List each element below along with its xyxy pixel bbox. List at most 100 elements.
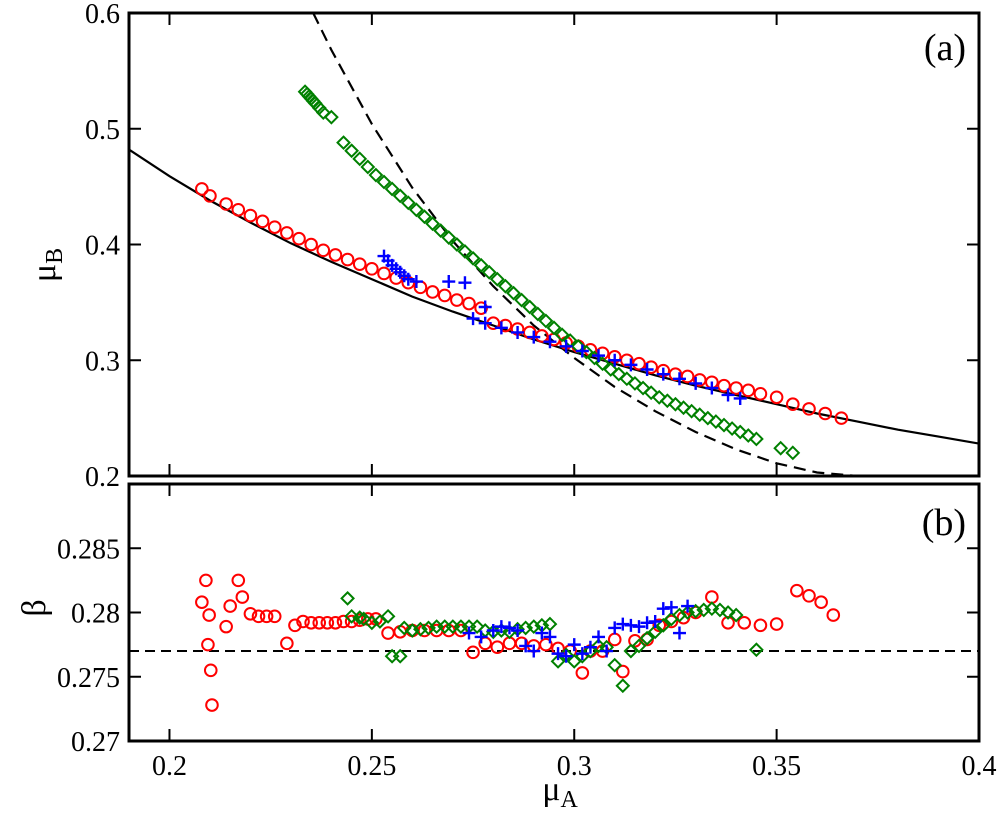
x-tick-label: 0.35 <box>752 751 801 782</box>
diamond-marker <box>489 271 505 287</box>
diamond-marker <box>607 657 623 673</box>
plus-marker <box>551 647 565 661</box>
plus-marker <box>494 620 508 634</box>
diamond-marker <box>441 230 457 245</box>
plus-marker <box>592 349 606 363</box>
circle-marker <box>769 390 784 405</box>
plus-marker <box>705 381 719 395</box>
circle-marker <box>203 189 217 203</box>
plus-marker <box>664 600 678 614</box>
circle-marker <box>454 623 468 638</box>
circle-marker <box>818 406 832 421</box>
diamond-marker <box>498 278 513 294</box>
plus-marker <box>592 630 606 644</box>
circle-marker <box>737 615 752 630</box>
panel-b-data-markers <box>195 573 841 712</box>
circle-marker <box>462 296 476 311</box>
plus-marker <box>640 363 654 377</box>
diamond-marker <box>684 403 700 419</box>
circle-marker <box>790 583 804 598</box>
diamond-marker <box>631 638 647 654</box>
plus-marker <box>409 275 423 289</box>
x-tick-label: 0.4 <box>962 751 997 782</box>
plus-marker <box>648 614 662 628</box>
diamond-marker <box>655 617 671 633</box>
plus-marker <box>511 623 525 637</box>
panel-b-y-tick-label: 0.28 <box>71 599 120 630</box>
panel-b-y-tick-label: 0.27 <box>71 727 120 758</box>
circle-marker <box>340 252 355 267</box>
circle-marker <box>280 226 294 240</box>
diamond-marker <box>315 105 331 120</box>
panel-a-solid-fit-line <box>129 148 979 445</box>
panel-b-y-axis-title: β <box>16 599 53 616</box>
plus-marker <box>616 617 630 631</box>
circle-marker <box>312 615 327 630</box>
plus-marker <box>527 330 541 344</box>
diamond-marker <box>716 417 732 433</box>
panel-a-y-axis-subscript: B <box>42 248 68 264</box>
diamond-marker <box>748 431 764 447</box>
circle-marker <box>336 614 351 629</box>
circle-marker <box>814 595 828 610</box>
circle-marker <box>721 615 735 630</box>
panel-b-series-circles <box>195 573 841 712</box>
circle-marker <box>202 608 216 622</box>
diamond-marker <box>546 320 562 336</box>
plus-marker <box>583 640 597 654</box>
plus-marker <box>600 644 614 658</box>
plus-marker <box>543 630 557 644</box>
panel-a-frame <box>127 11 981 478</box>
circle-marker <box>826 608 841 622</box>
circle-marker <box>255 214 270 229</box>
diamond-marker <box>336 135 351 151</box>
plus-marker <box>486 623 500 637</box>
diamond-marker <box>396 620 412 636</box>
panel-b-y-tick-label: 0.285 <box>57 534 120 565</box>
diamond-marker <box>473 257 489 273</box>
diamond-marker <box>692 407 708 423</box>
circle-marker <box>205 698 219 712</box>
diamond-marker <box>360 159 376 175</box>
panel-a-ticks: 0.2 0.3 0.4 0.5 0.6 <box>85 0 980 493</box>
diamond-marker <box>639 630 655 646</box>
diamond-marker <box>400 195 416 211</box>
panel-a-series-circles <box>195 182 849 425</box>
circle-marker <box>437 288 452 303</box>
circle-marker <box>425 285 440 299</box>
plus-marker <box>401 272 415 286</box>
diamond-marker <box>712 602 728 618</box>
diamond-marker <box>611 366 627 382</box>
circle-marker <box>616 664 630 679</box>
circle-marker <box>328 615 343 630</box>
diamond-marker <box>615 678 631 694</box>
plus-marker <box>502 621 516 635</box>
circle-marker <box>203 663 218 678</box>
circle-marker <box>195 595 209 610</box>
diamond-marker <box>603 362 619 377</box>
diamond-marker <box>514 292 530 308</box>
circle-marker <box>769 617 784 631</box>
circle-marker <box>243 208 258 223</box>
diamond-marker <box>647 624 663 640</box>
x-axis-symbol: μ <box>542 771 560 808</box>
circle-marker <box>802 588 816 603</box>
diamond-marker <box>457 244 473 259</box>
plus-marker <box>624 358 638 372</box>
diamond-marker <box>408 202 424 218</box>
diamond-marker <box>481 264 497 280</box>
diamond-marker <box>323 109 339 125</box>
plus-marker <box>462 626 476 640</box>
plus-marker <box>567 638 581 652</box>
diamond-marker <box>506 285 521 301</box>
diamond-marker <box>659 393 675 409</box>
diamond-marker <box>619 371 635 387</box>
plus-marker <box>672 372 686 386</box>
circle-marker <box>304 237 318 252</box>
panel-a-y-tick-label: 0.4 <box>85 231 120 262</box>
diamond-marker <box>554 327 570 343</box>
circle-marker <box>450 293 464 307</box>
plus-marker <box>733 391 747 405</box>
diamond-marker <box>740 428 756 443</box>
